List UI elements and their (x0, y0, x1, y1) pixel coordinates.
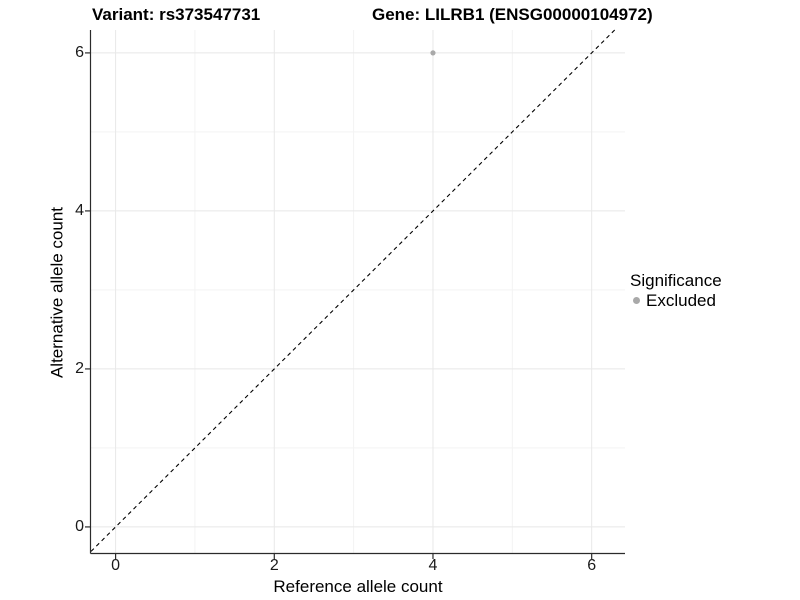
y-tick-label: 6 (75, 43, 84, 61)
legend-item-excluded: Excluded (630, 291, 722, 310)
legend-item-label: Excluded (646, 291, 716, 310)
data-point (430, 50, 436, 56)
y-tick-label: 4 (75, 201, 84, 219)
x-tick-label: 2 (269, 557, 279, 574)
y-axis-title: Alternative allele count (47, 206, 67, 379)
excluded-point-icon (633, 297, 640, 304)
x-tick-label: 6 (587, 557, 597, 574)
x-axis-title: Reference allele count (273, 577, 443, 596)
legend-title: Significance (630, 271, 722, 290)
x-tick-label: 0 (111, 557, 121, 574)
legend: Significance Excluded (630, 270, 722, 310)
y-tick-label: 2 (75, 359, 84, 377)
y-tick-label: 0 (75, 517, 84, 535)
gene-title: Gene: LILRB1 (ENSG00000104972) (372, 5, 653, 24)
identity-reference-line (90, 29, 616, 552)
x-tick-label: 4 (428, 557, 438, 574)
variant-title: Variant: rs373547731 (92, 5, 261, 24)
